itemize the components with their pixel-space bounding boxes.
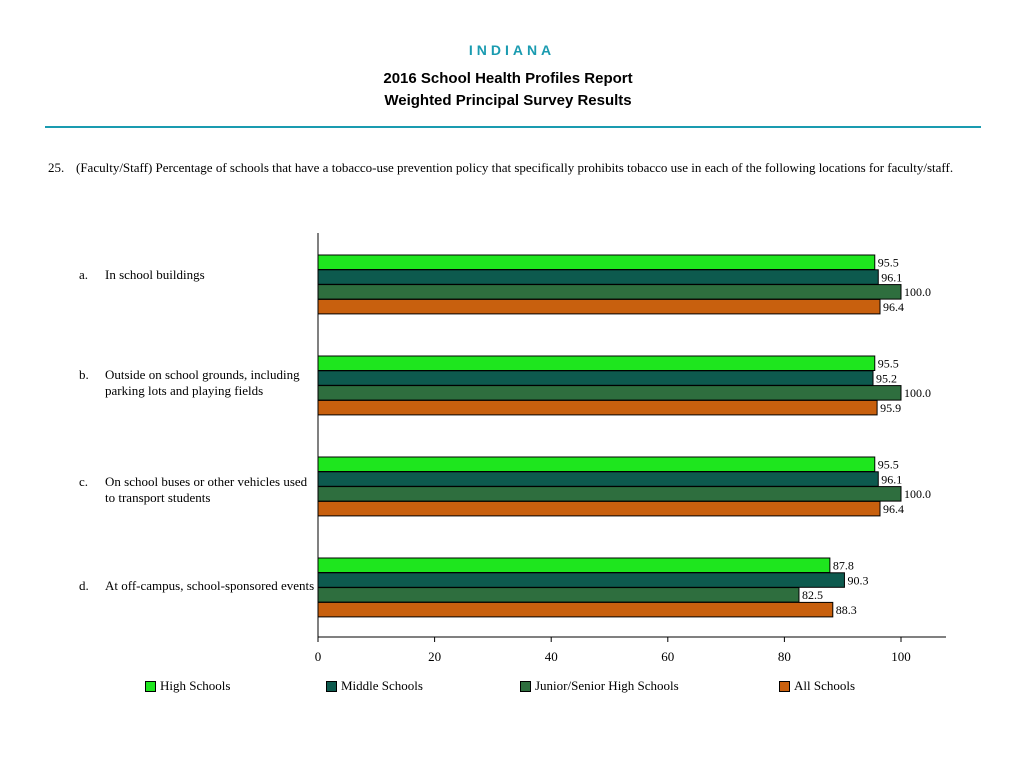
- value-label-bg-2-2: [902, 487, 939, 501]
- legend-swatch-high-schools: [145, 680, 156, 692]
- bar-all-schools-b: [317, 399, 878, 416]
- value-label-bg-3-1: [878, 401, 909, 414]
- bar-all-schools-d: [317, 601, 834, 618]
- value-label-3-1: 95.9: [880, 401, 901, 415]
- value-label-2-2: 100.0: [904, 487, 931, 501]
- legend-label-junior-senior-high-schools: Junior/Senior High Schools: [535, 678, 679, 693]
- value-label-3-2: 96.4: [883, 502, 904, 516]
- legend-swatch-all-schools: [779, 680, 790, 692]
- value-label-bg-2-3: [799, 588, 831, 602]
- x-tick-label-80: 80: [778, 649, 791, 664]
- header-divider: [45, 126, 981, 128]
- report-subtitle: Weighted Principal Survey Results: [384, 92, 632, 109]
- value-label-1-3: 90.3: [847, 573, 868, 587]
- question-text: (Faculty/Staff) Percentage of schools th…: [76, 160, 954, 175]
- value-label-2-3: 82.5: [802, 588, 823, 602]
- question-number: 25.: [48, 160, 65, 175]
- legend-swatch-middle-schools: [326, 680, 337, 692]
- legend-label-high-schools: High Schools: [160, 678, 231, 693]
- category-label-b: Outside on school grounds, including par…: [105, 367, 300, 398]
- legend-swatch-junior-senior-high-schools: [520, 680, 531, 692]
- legend-item-all-schools: All Schools: [779, 678, 855, 694]
- bar-junior-senior-high-schools-c: [317, 486, 902, 502]
- value-label-bg-1-0: [879, 270, 910, 284]
- value-label-0-3: 87.8: [833, 559, 854, 573]
- value-label-bg-3-2: [881, 502, 912, 515]
- bar-all-schools-a: [317, 298, 881, 315]
- state-name: INDIANA: [468, 42, 556, 58]
- value-label-bg-1-3: [845, 573, 876, 587]
- legend-item-high-schools: High Schools: [145, 678, 230, 694]
- value-label-2-0: 100.0: [904, 285, 931, 299]
- x-tick-label-40: 40: [545, 649, 558, 664]
- value-label-1-2: 96.1: [881, 472, 902, 486]
- legend-item-junior-senior-high-schools: Junior/Senior High Schools: [520, 678, 679, 694]
- value-label-bg-3-0: [881, 300, 912, 313]
- value-label-2-1: 100.0: [904, 386, 931, 400]
- value-label-0-1: 95.5: [878, 357, 899, 371]
- value-label-bg-2-0: [902, 285, 939, 299]
- bar-high-schools-a: [317, 254, 876, 270]
- value-label-bg-0-0: [875, 256, 907, 269]
- bar-high-schools-d: [317, 557, 831, 573]
- category-label-c: On school buses or other vehicles used t…: [105, 474, 308, 505]
- bar-junior-senior-high-schools-a: [317, 284, 902, 300]
- bar-junior-senior-high-schools-d: [317, 587, 800, 603]
- category-letter-a: a.: [79, 267, 89, 282]
- category-letter-d: d.: [79, 578, 89, 593]
- bar-high-schools-c: [317, 456, 876, 472]
- bar-middle-schools-a: [317, 269, 879, 285]
- bar-middle-schools-d: [317, 572, 845, 588]
- bar-middle-schools-b: [317, 370, 874, 386]
- value-label-bg-0-1: [875, 357, 907, 370]
- value-label-bg-1-2: [879, 472, 910, 486]
- value-label-bg-1-1: [874, 371, 905, 385]
- value-label-3-3: 88.3: [836, 603, 857, 617]
- value-label-0-0: 95.5: [878, 256, 899, 270]
- legend-label-middle-schools: Middle Schools: [341, 678, 423, 693]
- category-label-a: In school buildings: [105, 267, 205, 282]
- bar-all-schools-c: [317, 500, 881, 517]
- category-letter-b: b.: [79, 367, 89, 382]
- value-label-bg-3-3: [833, 603, 865, 616]
- value-label-3-0: 96.4: [883, 300, 904, 314]
- x-tick-label-0: 0: [315, 649, 322, 664]
- value-label-bg-0-3: [830, 559, 862, 572]
- category-letter-c: c.: [79, 474, 89, 489]
- value-label-1-1: 95.2: [876, 371, 897, 385]
- bar-junior-senior-high-schools-b: [317, 385, 902, 401]
- legend-item-middle-schools: Middle Schools: [326, 678, 423, 694]
- value-label-0-2: 95.5: [878, 458, 899, 472]
- category-label-d: At off-campus, school-sponsored events: [105, 578, 315, 593]
- value-label-1-0: 96.1: [881, 270, 902, 284]
- x-tick-label-60: 60: [661, 649, 674, 664]
- bar-high-schools-b: [317, 355, 876, 371]
- value-label-bg-2-1: [902, 386, 939, 400]
- x-tick-label-20: 20: [428, 649, 441, 664]
- legend-label-all-schools: All Schools: [794, 678, 856, 693]
- bar-middle-schools-c: [317, 471, 879, 487]
- value-label-bg-0-2: [875, 458, 907, 471]
- report-title: 2016 School Health Profiles Report: [383, 70, 633, 87]
- x-tick-label-100: 100: [891, 649, 911, 664]
